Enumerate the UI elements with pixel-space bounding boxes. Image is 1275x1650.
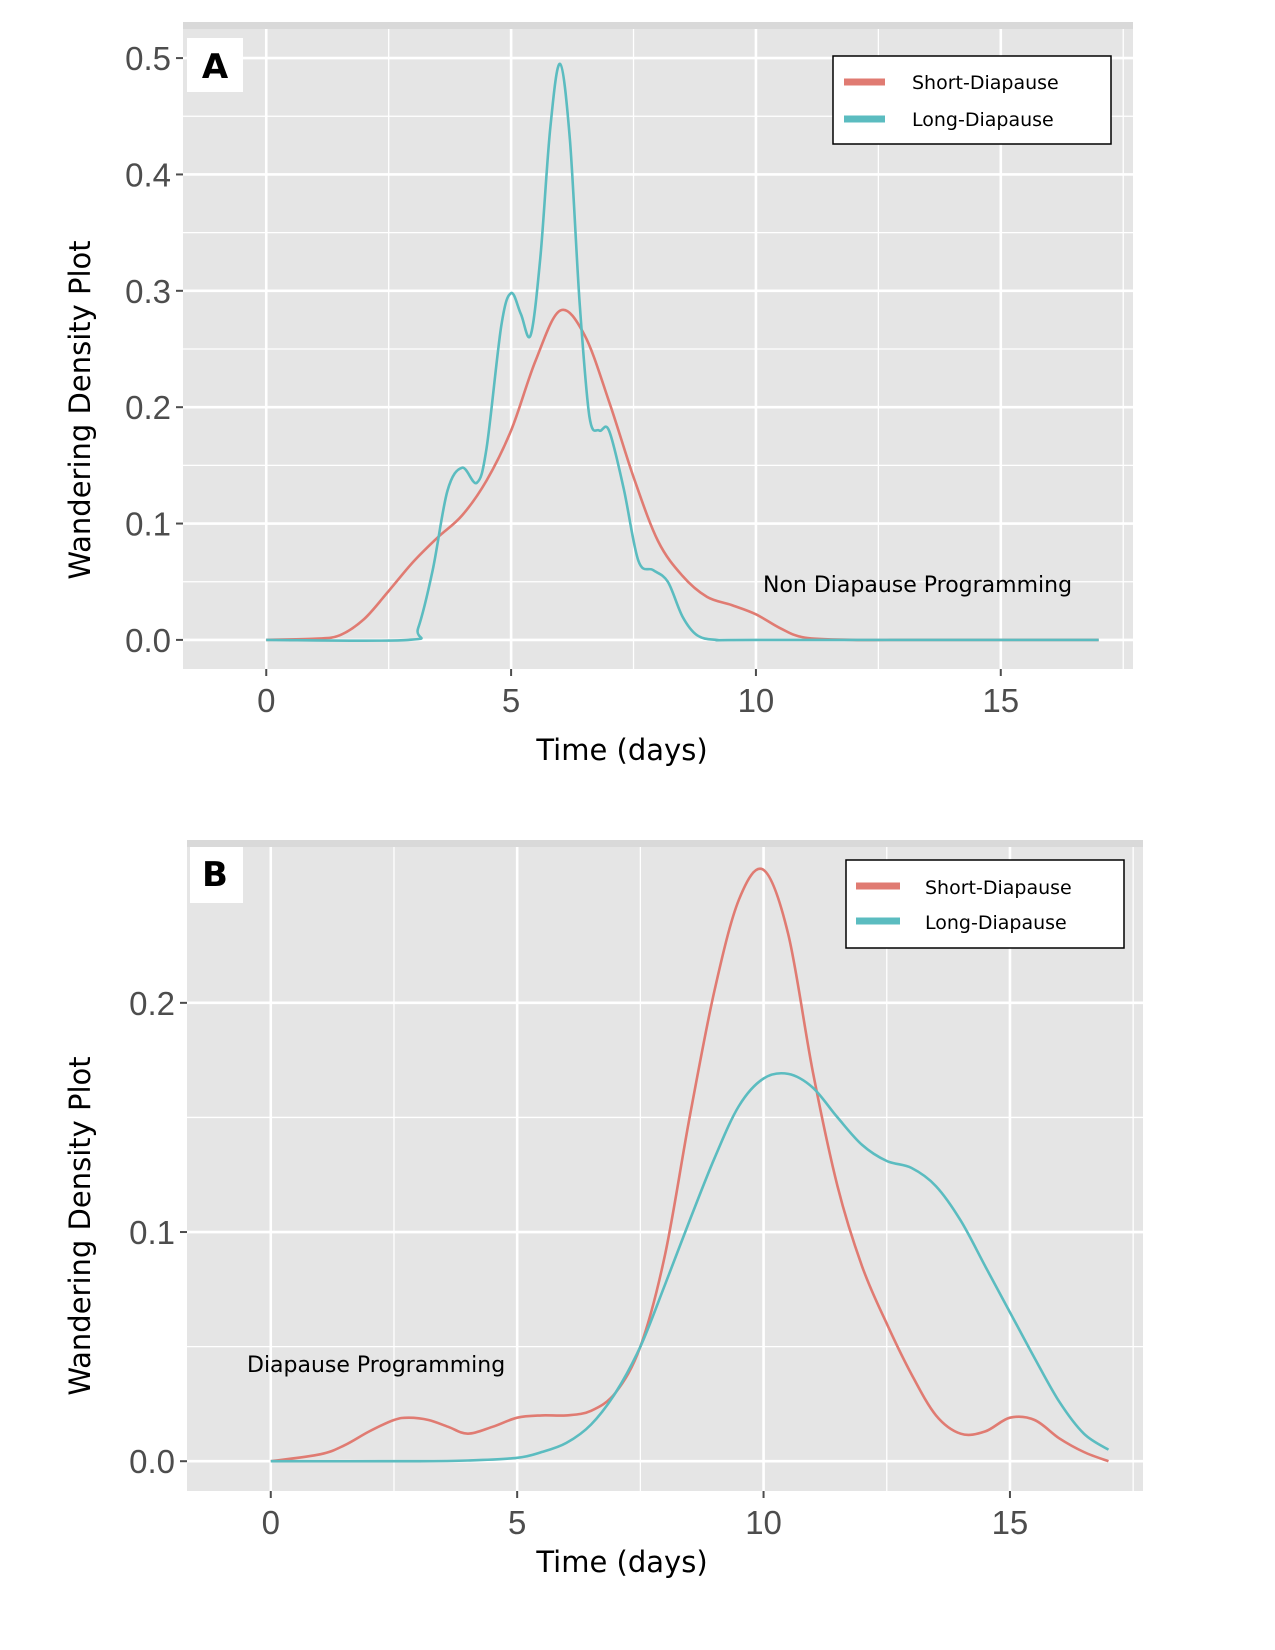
x-tick-label: 15 bbox=[982, 682, 1019, 719]
legend-a: Short-Diapause Long-Diapause bbox=[832, 55, 1112, 145]
panel-b-top-strip bbox=[187, 840, 1143, 847]
series-line-long bbox=[266, 62, 1099, 643]
y-ticks-b: 0.0 0.1 0.2 bbox=[129, 985, 187, 1480]
panel-b-letter: B bbox=[202, 855, 228, 895]
panel-a-letter: A bbox=[202, 47, 229, 87]
x-ticks-b: 0 5 10 15 bbox=[262, 1491, 1029, 1541]
legend-a-short-label: Short-Diapause bbox=[912, 72, 1059, 94]
legend-b: Short-Diapause Long-Diapause bbox=[845, 859, 1125, 949]
y-axis-title-a: Wandering Density Plot bbox=[63, 240, 97, 579]
y-ticks-a: 0.0 0.1 0.2 0.3 0.4 0.5 bbox=[125, 40, 183, 659]
y-tick-label: 0.5 bbox=[125, 40, 171, 77]
y-tick-label: 0.2 bbox=[125, 389, 171, 426]
series-line-short bbox=[270, 867, 1109, 1463]
x-ticks-a: 0 5 10 15 bbox=[257, 669, 1019, 719]
series-a bbox=[266, 62, 1099, 643]
x-tick-label: 5 bbox=[502, 682, 520, 719]
x-tick-label: 10 bbox=[738, 682, 775, 719]
legend-b-short-label: Short-Diapause bbox=[925, 877, 1072, 899]
annotation-a: Non Diapause Programming bbox=[763, 573, 1072, 598]
panel-b-letter-box bbox=[190, 847, 243, 903]
x-tick-label: 15 bbox=[992, 1504, 1029, 1541]
legend-b-box bbox=[845, 859, 1125, 949]
x-tick-label: 0 bbox=[262, 1504, 280, 1541]
legend-b-long-label: Long-Diapause bbox=[925, 912, 1067, 934]
y-tick-label: 0.3 bbox=[125, 273, 171, 310]
y-tick-label: 0.0 bbox=[129, 1443, 175, 1480]
y-tick-label: 0.4 bbox=[125, 156, 171, 193]
y-tick-label: 0.1 bbox=[125, 506, 171, 543]
plot-area-b bbox=[187, 847, 1143, 1491]
series-b bbox=[270, 867, 1110, 1463]
x-axis-title-a: Time (days) bbox=[535, 733, 707, 767]
y-tick-label: 0.1 bbox=[129, 1214, 175, 1251]
x-axis-title-b: Time (days) bbox=[535, 1545, 707, 1579]
x-tick-label: 10 bbox=[745, 1504, 782, 1541]
legend-a-box bbox=[832, 55, 1112, 145]
y-axis-title-b: Wandering Density Plot bbox=[63, 1056, 97, 1395]
legend-a-long-label: Long-Diapause bbox=[912, 109, 1054, 131]
x-tick-label: 5 bbox=[508, 1504, 526, 1541]
annotation-b: Diapause Programming bbox=[247, 1353, 505, 1378]
x-tick-label: 0 bbox=[257, 682, 275, 719]
panel-b: 0.0 0.1 0.2 0 5 10 15 B Short-Diapause Long-D… bbox=[63, 840, 1143, 1579]
panel-a: 0.0 0.1 0.2 0.3 0.4 0.5 0 5 10 15 A Short-Diapau… bbox=[63, 22, 1133, 767]
panel-a-letter-box bbox=[187, 38, 243, 92]
y-tick-label: 0.2 bbox=[129, 985, 175, 1022]
panel-a-top-strip bbox=[183, 22, 1133, 29]
series-line-long bbox=[270, 1071, 1110, 1463]
y-tick-label: 0.0 bbox=[125, 622, 171, 659]
